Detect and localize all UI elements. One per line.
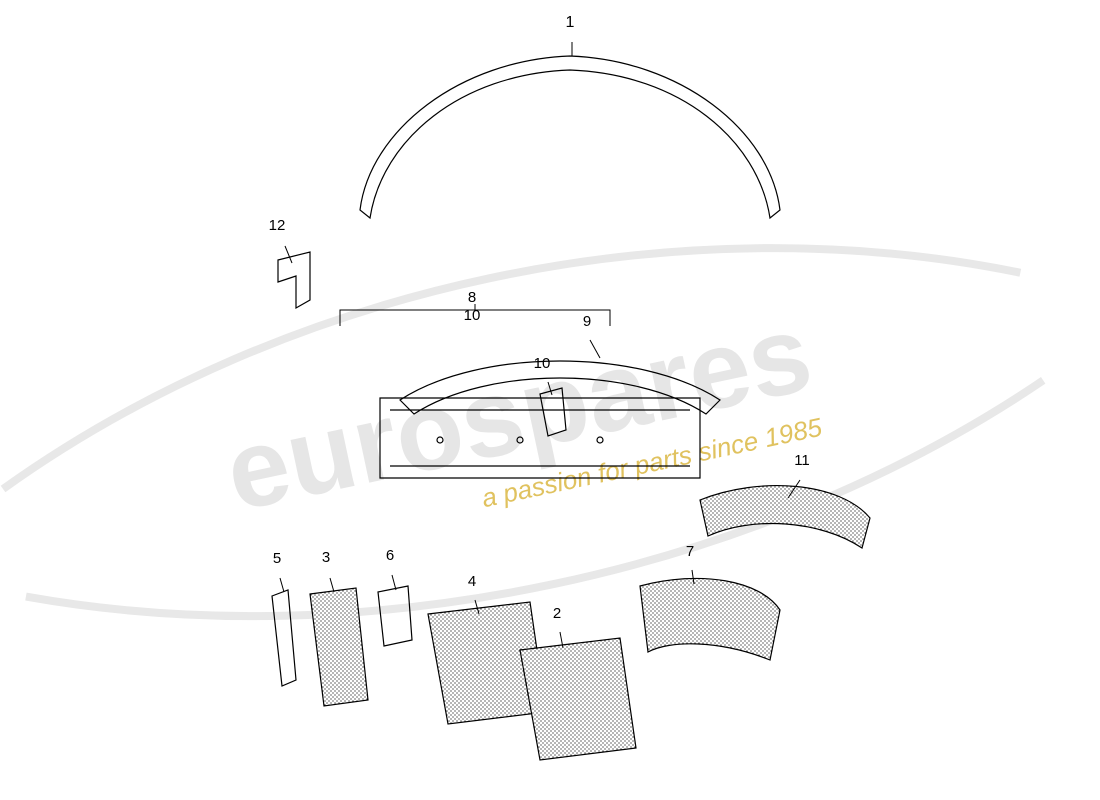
- callout-9: 9: [575, 313, 599, 330]
- part-5-strip: [272, 590, 296, 686]
- callout-10: 10: [530, 355, 554, 372]
- part-9-bow: [400, 361, 720, 414]
- part-2-quarter: [520, 638, 636, 760]
- diagram-canvas: eurospares a passion for parts since 198…: [0, 0, 1100, 800]
- callout-7: 7: [678, 543, 702, 560]
- part-3-pillar: [310, 588, 368, 706]
- part-7-panel: [640, 578, 780, 660]
- part-12-bracket: [278, 252, 310, 308]
- part-6-hinge: [378, 586, 412, 646]
- callout-10: 10: [460, 307, 484, 324]
- part-1-frame: [360, 56, 780, 218]
- callout-3: 3: [314, 549, 338, 566]
- callout-6: 6: [378, 547, 402, 564]
- callout-8: 8: [460, 289, 484, 306]
- callout-4: 4: [460, 573, 484, 590]
- callout-12: 12: [265, 217, 289, 234]
- callout-11: 11: [790, 452, 814, 469]
- callout-1: 1: [558, 14, 582, 32]
- part-11-rear: [700, 486, 870, 548]
- callout-5: 5: [265, 550, 289, 567]
- parts-drawing: [0, 0, 1100, 800]
- part-10-bracket: [540, 388, 566, 436]
- callout-2: 2: [545, 605, 569, 622]
